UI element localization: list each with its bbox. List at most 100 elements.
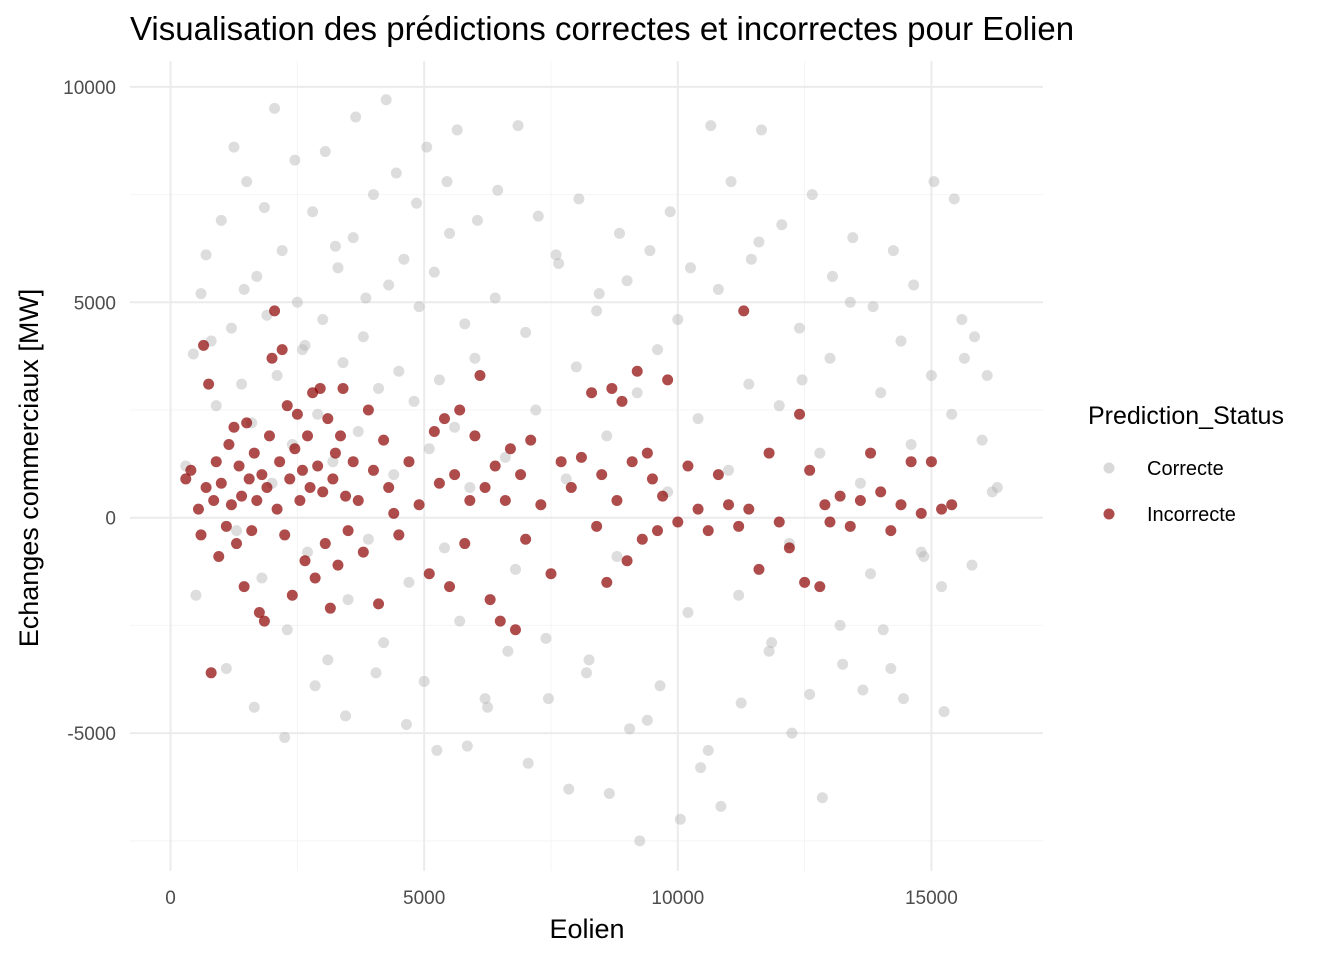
point-incorrecte	[253, 606, 265, 618]
point-incorrecte	[334, 430, 346, 442]
point-incorrecte	[662, 374, 674, 386]
x-tick-label: 5000	[403, 888, 445, 909]
point-correcte	[695, 762, 707, 774]
point-correcte	[433, 374, 445, 386]
point-incorrecte	[783, 542, 795, 554]
legend-label-correcte: Correcte	[1147, 458, 1224, 480]
point-correcte	[684, 262, 696, 274]
point-incorrecte	[672, 516, 684, 528]
point-incorrecte	[289, 443, 301, 455]
point-correcte	[763, 645, 775, 657]
y-axis-tick-labels: -5000 0 5000 10000	[63, 78, 116, 745]
point-correcte	[312, 408, 324, 420]
major-gridlines	[130, 61, 1043, 871]
point-correcte	[471, 214, 483, 226]
point-correcte	[705, 120, 717, 132]
point-correcte	[319, 145, 331, 157]
point-incorrecte	[464, 494, 476, 506]
point-correcte	[438, 542, 450, 554]
point-correcte	[342, 594, 354, 606]
point-correcte	[428, 266, 440, 278]
point-incorrecte	[621, 555, 633, 567]
point-incorrecte	[281, 400, 293, 412]
point-correcte	[291, 296, 303, 308]
point-correcte	[479, 693, 491, 705]
point-correcte	[347, 232, 359, 244]
point-incorrecte	[601, 576, 613, 588]
point-correcte	[936, 581, 948, 593]
point-correcte	[725, 176, 737, 188]
point-correcte	[454, 615, 466, 627]
point-incorrecte	[733, 520, 745, 532]
point-correcte	[875, 387, 887, 399]
point-correcte	[540, 632, 552, 644]
point-correcte	[915, 546, 927, 558]
point-correcte	[857, 684, 869, 696]
point-correcte	[776, 219, 788, 231]
point-correcte	[441, 176, 453, 188]
point-incorrecte	[449, 469, 461, 481]
point-incorrecte	[332, 559, 344, 571]
point-correcte	[200, 249, 212, 261]
point-incorrecte	[804, 464, 816, 476]
point-correcte	[350, 111, 362, 123]
point-correcte	[570, 361, 582, 373]
point-correcte	[844, 296, 856, 308]
point-correcte	[887, 245, 899, 257]
point-correcte	[553, 258, 565, 269]
point-correcte	[451, 124, 463, 136]
y-axis-title: Echanges commerciaux [MW]	[14, 289, 44, 648]
point-incorrecte	[266, 352, 278, 364]
point-incorrecte	[215, 477, 227, 489]
x-tick-label: 15000	[905, 888, 958, 909]
point-incorrecte	[337, 382, 349, 394]
point-incorrecte	[555, 456, 567, 468]
point-correcte	[296, 344, 308, 356]
point-correcte	[641, 714, 653, 726]
point-correcte	[743, 378, 755, 390]
point-correcte	[654, 680, 666, 692]
y-tick-label: 0	[105, 509, 116, 530]
point-correcte	[251, 270, 263, 282]
point-correcte	[674, 813, 686, 825]
x-tick-label: 0	[165, 888, 176, 909]
point-correcte	[563, 783, 575, 795]
point-correcte	[509, 563, 521, 575]
point-incorrecte	[228, 421, 240, 433]
point-correcte	[418, 675, 430, 687]
point-incorrecte	[657, 490, 669, 502]
point-correcte	[231, 525, 243, 537]
point-incorrecte	[499, 494, 511, 506]
point-correcte	[591, 305, 603, 317]
point-correcte	[340, 710, 352, 722]
point-incorrecte	[223, 438, 235, 450]
point-correcte	[834, 619, 846, 631]
minor-gridlines	[130, 61, 1043, 871]
point-correcte	[190, 589, 202, 601]
point-correcte	[215, 214, 227, 226]
point-incorrecte	[302, 430, 314, 442]
point-correcte	[560, 473, 572, 485]
point-incorrecte	[753, 563, 765, 575]
point-incorrecte	[692, 503, 704, 515]
point-correcte	[289, 154, 301, 166]
point-incorrecte	[195, 529, 207, 541]
point-correcte	[976, 434, 988, 446]
point-correcte	[390, 167, 402, 179]
point-incorrecte	[723, 499, 735, 511]
point-incorrecte	[606, 382, 618, 394]
point-correcte	[431, 744, 443, 756]
point-correcte	[593, 288, 605, 300]
point-incorrecte	[243, 473, 255, 485]
point-correcte	[469, 352, 481, 364]
point-incorrecte	[309, 572, 321, 584]
point-correcte	[948, 193, 960, 205]
point-correcte	[299, 339, 311, 351]
point-incorrecte	[854, 494, 866, 506]
point-correcte	[692, 413, 704, 425]
point-correcte	[925, 370, 937, 382]
point-incorrecte	[515, 469, 527, 481]
point-incorrecte	[393, 529, 405, 541]
point-correcte	[613, 227, 625, 239]
point-correcte	[938, 706, 950, 718]
